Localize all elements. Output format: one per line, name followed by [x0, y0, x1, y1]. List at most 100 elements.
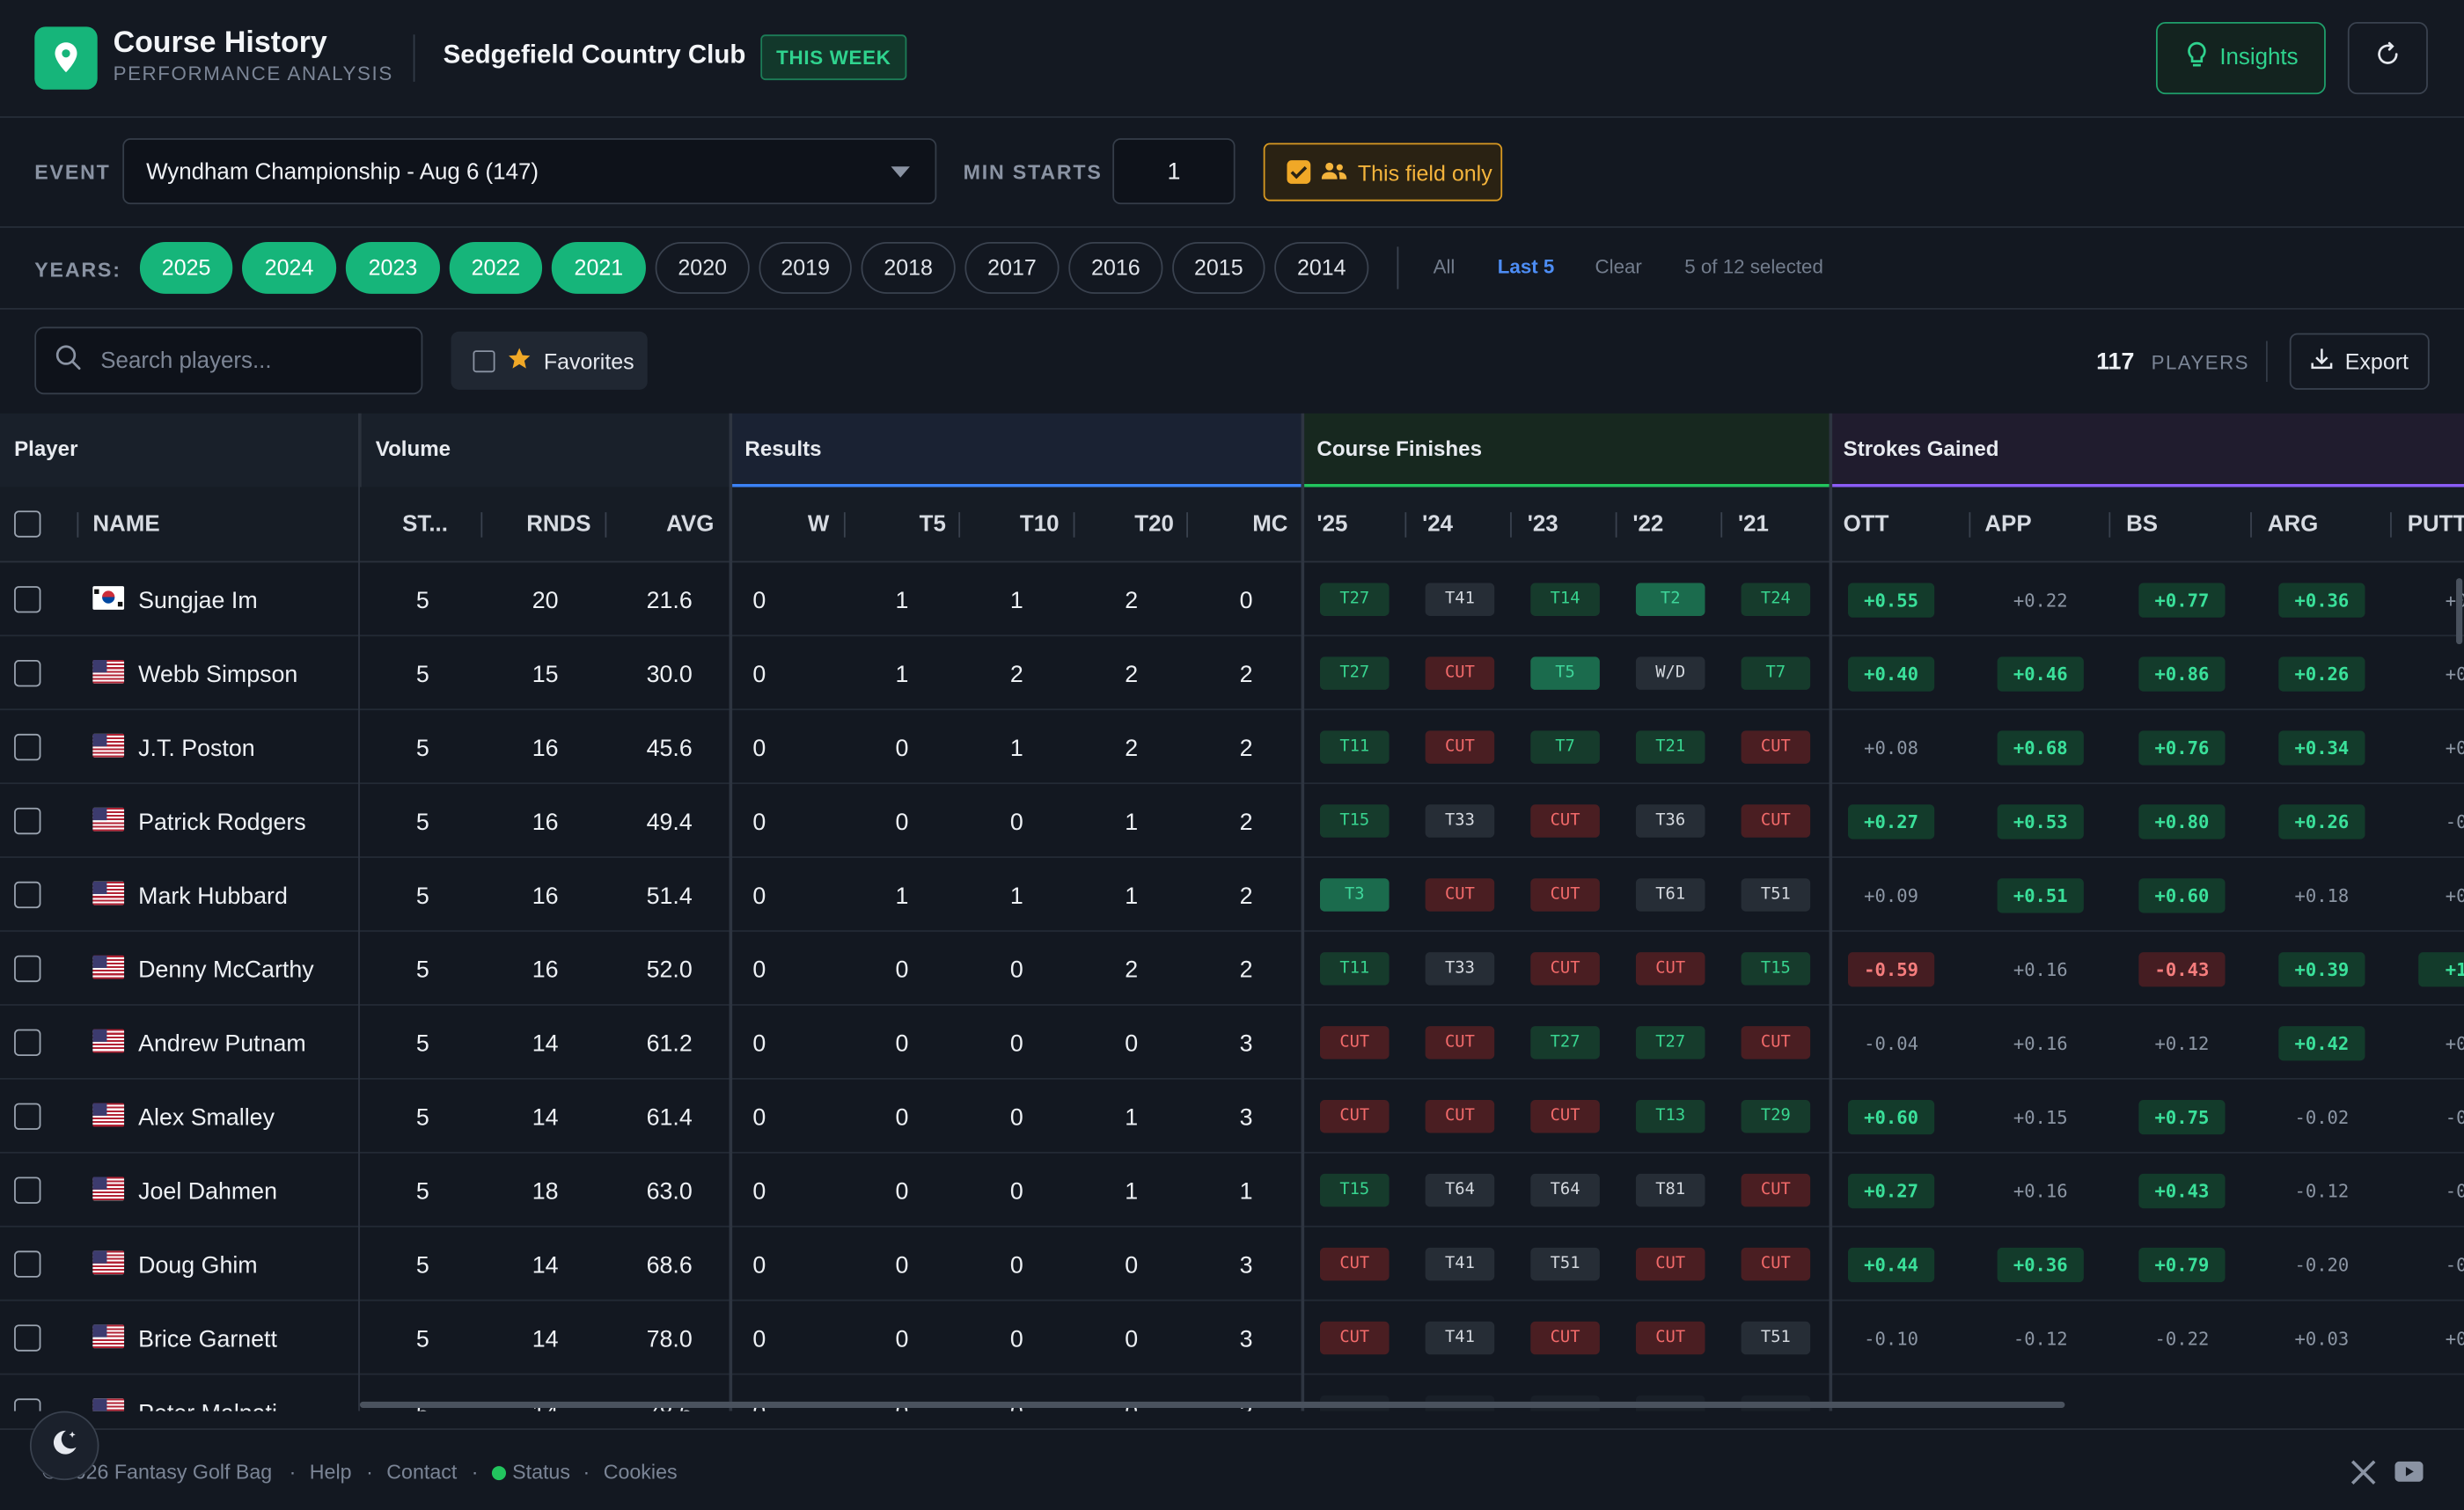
youtube-icon[interactable]	[2394, 1461, 2424, 1490]
select-all-checkbox[interactable]	[14, 510, 41, 538]
table-row[interactable]: J.T. Poston 5 16 45.6 0 0 1 2 2 T11 CUT T7 T21 CUT +0.…	[0, 710, 2464, 785]
column-arg[interactable]: ARG	[2267, 512, 2319, 538]
footer-link-status[interactable]: Status	[512, 1459, 570, 1484]
column-rounds[interactable]: RNDS	[526, 512, 591, 538]
sg-bs: +0.43	[2138, 1173, 2226, 1209]
player-name[interactable]: Webb Simpson	[138, 661, 298, 689]
table-row[interactable]: Joel Dahmen 5 18 63.0 0 0 0 1 1 T15 T64 T64 T81 CUT +0…	[0, 1154, 2464, 1228]
column-top5[interactable]: T5	[919, 512, 946, 538]
table-row[interactable]: Denny McCarthy 5 16 52.0 0 0 0 2 2 T11 T33 CUT CUT T1…	[0, 932, 2464, 1006]
table-toolbar: Search players... Favorites 117 PLAYERS …	[0, 310, 2464, 414]
years-last5-link[interactable]: Last 5	[1497, 256, 1555, 279]
year-pill-2015[interactable]: 2015	[1172, 241, 1265, 294]
lightbulb-icon	[2183, 40, 2209, 75]
year-pill-2014[interactable]: 2014	[1274, 241, 1369, 294]
favorites-checkbox[interactable]	[473, 349, 495, 372]
field-only-toggle[interactable]: This field only	[1263, 143, 1503, 202]
row-checkbox[interactable]	[14, 659, 41, 687]
year-pill-2018[interactable]: 2018	[861, 241, 956, 294]
years-clear-link[interactable]: Clear	[1595, 256, 1642, 279]
cell-w: 0	[752, 735, 766, 763]
player-name[interactable]: Sungjae Im	[138, 587, 258, 615]
column-2023[interactable]: '23	[1527, 512, 1558, 538]
column-2022[interactable]: '22	[1632, 512, 1664, 538]
favorites-label: Favorites	[543, 348, 634, 374]
column-top20[interactable]: T20	[1134, 512, 1174, 538]
column-bs[interactable]: BS	[2126, 512, 2159, 538]
vertical-scrollbar[interactable]	[2456, 578, 2463, 645]
player-name[interactable]: Alex Smalley	[138, 1104, 275, 1132]
column-app[interactable]: APP	[1984, 512, 2032, 538]
column-starts[interactable]: ST...	[402, 512, 448, 538]
table-row[interactable]: Brice Garnett 5 14 78.0 0 0 0 0 3 CUT T41 CUT CUT T51…	[0, 1301, 2464, 1375]
column-avg[interactable]: AVG	[666, 512, 715, 538]
player-name[interactable]: Patrick Rodgers	[138, 809, 306, 836]
theme-toggle-button[interactable]	[29, 1411, 99, 1481]
column-wins[interactable]: W	[807, 512, 830, 538]
player-name[interactable]: Denny McCarthy	[138, 957, 314, 984]
row-checkbox[interactable]	[14, 1324, 41, 1352]
row-checkbox[interactable]	[14, 733, 41, 761]
table-row[interactable]: Doug Ghim 5 14 68.6 0 0 0 0 3 CUT T41 T51 CUT CUT +0.4…	[0, 1228, 2464, 1301]
table-row[interactable]: Webb Simpson 5 15 30.0 0 1 2 2 2 T27 CUT T5 W/D T7 +0.…	[0, 636, 2464, 711]
column-top10[interactable]: T10	[1019, 512, 1060, 538]
column-putt[interactable]: PUTT	[2407, 512, 2464, 538]
row-checkbox[interactable]	[14, 1176, 41, 1204]
insights-button[interactable]: Insights	[2155, 21, 2326, 95]
row-checkbox[interactable]	[14, 1029, 41, 1056]
year-pill-2020[interactable]: 2020	[655, 241, 750, 294]
event-select[interactable]: Wyndham Championship - Aug 6 (147)	[122, 138, 937, 205]
year-pill-2021[interactable]: 2021	[551, 241, 646, 294]
year-pill-2022[interactable]: 2022	[449, 241, 543, 294]
footer-link-help[interactable]: Help	[309, 1459, 352, 1484]
table-row[interactable]: Patrick Rodgers 5 16 49.4 0 0 0 1 2 T15 T33 CUT T36 C…	[0, 784, 2464, 858]
search-input[interactable]: Search players...	[34, 326, 423, 395]
row-checkbox[interactable]	[14, 955, 41, 983]
column-ott[interactable]: OTT	[1843, 512, 1889, 538]
cell-mc: 2	[1239, 735, 1253, 763]
table-row[interactable]: Andrew Putnam 5 14 61.2 0 0 0 0 3 CUT CUT T27 T27 CUT…	[0, 1006, 2464, 1080]
refresh-button[interactable]	[2347, 21, 2428, 95]
table-row[interactable]: Alex Smalley 5 14 61.4 0 0 0 1 3 CUT CUT CUT T13 T29 +…	[0, 1080, 2464, 1154]
year-pill-2023[interactable]: 2023	[345, 241, 440, 294]
table-row[interactable]: Sungjae Im 5 20 21.6 0 1 1 2 0 T27 T41 T14 T2 T24 +0.5…	[0, 562, 2464, 637]
favorites-filter[interactable]: Favorites	[451, 331, 648, 390]
column-2024[interactable]: '24	[1422, 512, 1454, 538]
cell-w: 0	[752, 587, 766, 615]
row-checkbox[interactable]	[14, 881, 41, 909]
player-name[interactable]: J.T. Poston	[138, 735, 255, 763]
year-pill-2025[interactable]: 2025	[139, 241, 233, 294]
column-name[interactable]: NAME	[92, 512, 160, 538]
sg-bs: +0.60	[2138, 878, 2226, 913]
column-missed-cuts[interactable]: MC	[1252, 512, 1288, 538]
min-starts-input[interactable]: 1	[1112, 138, 1236, 205]
cell-t20: 1	[1125, 809, 1139, 836]
x-social-icon[interactable]	[2350, 1460, 2376, 1492]
horizontal-scrollbar[interactable]	[359, 1401, 2065, 1408]
footer-link-cookies[interactable]: Cookies	[603, 1459, 678, 1484]
cell-avg: 51.4	[646, 883, 693, 910]
player-name[interactable]: Joel Dahmen	[138, 1178, 277, 1206]
year-pill-2019[interactable]: 2019	[759, 241, 852, 294]
row-checkbox[interactable]	[14, 1398, 41, 1411]
table-row[interactable]: Mark Hubbard 5 16 51.4 0 1 1 1 2 T3 CUT CUT T61 T51 +0…	[0, 858, 2464, 932]
row-checkbox[interactable]	[14, 1250, 41, 1278]
footer-link-contact[interactable]: Contact	[386, 1459, 458, 1484]
player-name[interactable]: Brice Garnett	[138, 1326, 277, 1353]
year-pill-2017[interactable]: 2017	[964, 241, 1060, 294]
row-checkbox[interactable]	[14, 586, 41, 613]
toolbar-divider	[2265, 341, 2268, 382]
column-2021[interactable]: '21	[1737, 512, 1769, 538]
player-name[interactable]: Mark Hubbard	[138, 883, 288, 910]
player-name[interactable]: Andrew Putnam	[138, 1030, 306, 1058]
column-2025[interactable]: '25	[1316, 512, 1348, 538]
row-checkbox[interactable]	[14, 807, 41, 835]
player-name[interactable]: Doug Ghim	[138, 1252, 258, 1279]
year-pill-2016[interactable]: 2016	[1068, 241, 1163, 294]
export-button[interactable]: Export	[2289, 333, 2430, 390]
player-name[interactable]: Peter Malnati	[138, 1400, 277, 1411]
cell-mc: 2	[1239, 661, 1253, 689]
year-pill-2024[interactable]: 2024	[241, 241, 337, 294]
row-checkbox[interactable]	[14, 1103, 41, 1130]
years-all-link[interactable]: All	[1433, 256, 1456, 279]
